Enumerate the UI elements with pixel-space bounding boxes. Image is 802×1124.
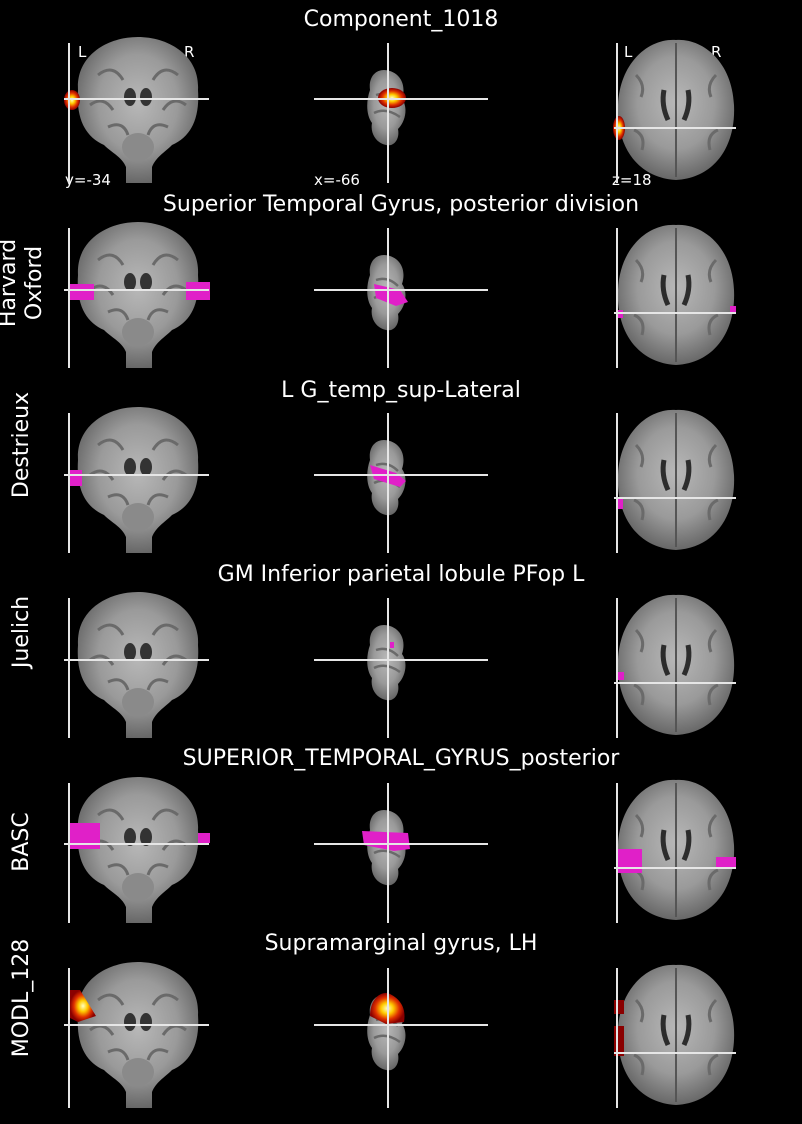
sagittal-coordinate: x=-66 [314, 171, 360, 189]
activation-overlay [616, 849, 642, 873]
activation-overlay [614, 1000, 624, 1014]
region-title-modl: Supramarginal gyrus, LH [264, 931, 538, 956]
axial-slice [617, 779, 735, 920]
coronal-slice [77, 962, 199, 1108]
activation-overlay [716, 857, 736, 867]
coronal-view [64, 407, 209, 553]
region-title-basc: SUPERIOR_TEMPORAL_GYRUS_posterior [182, 746, 620, 771]
axial-view [614, 964, 736, 1108]
atlas-label-destrieux: Destrieux [9, 391, 34, 499]
axial-view [614, 409, 736, 553]
sagittal-view [314, 413, 488, 553]
axial-coordinate: z=18 [612, 171, 652, 189]
atlas-label-juelich: Juelich [9, 595, 34, 669]
atlas-label-basc: BASC [9, 812, 34, 872]
activation-overlay [68, 284, 94, 300]
sagittal-view [314, 43, 488, 183]
activation-overlay [68, 470, 82, 486]
region-title-destrieux: L G_temp_sup-Lateral [281, 378, 521, 403]
axial-right-label: R [711, 43, 722, 61]
axial-slice [617, 409, 735, 550]
coronal-view [64, 592, 209, 738]
axial-view [614, 594, 736, 738]
activation-overlay [730, 306, 736, 312]
atlas-label-harvard-oxford: Harvard Oxford [0, 238, 47, 328]
coronal-view [64, 777, 210, 923]
coronal-slice [77, 777, 199, 923]
activation-overlay [618, 672, 624, 680]
axial-slice [617, 39, 735, 181]
coronal-view [64, 962, 209, 1108]
sagittal-view [314, 228, 488, 368]
activation-overlay [617, 497, 623, 509]
coronal-slice [77, 592, 199, 738]
activation-overlay [362, 831, 410, 851]
sagittal-view [314, 598, 488, 738]
coronal-left-label: L [78, 43, 87, 61]
sagittal-slice [367, 69, 406, 146]
region-title-harvard-oxford: Superior Temporal Gyrus, posterior divis… [162, 192, 640, 217]
sagittal-view [314, 783, 488, 923]
coronal-slice [77, 222, 199, 368]
figure-title: Component_1018 [303, 7, 499, 32]
axial-view [613, 39, 736, 183]
coronal-coordinate: y=-34 [65, 171, 111, 189]
activation-overlay [198, 833, 210, 843]
region-title-juelich: GM Inferior parietal lobule PFop L [217, 562, 585, 587]
sagittal-view [314, 968, 488, 1108]
axial-left-label: L [624, 43, 633, 61]
axial-slice [617, 224, 735, 365]
axial-slice [617, 964, 735, 1105]
coronal-view [64, 37, 209, 183]
sagittal-slice [367, 624, 406, 701]
activation-overlay [390, 642, 394, 648]
coronal-right-label: R [184, 43, 195, 61]
activation-overlay [70, 990, 96, 1022]
activation-overlay [614, 1026, 624, 1056]
axial-view [614, 779, 736, 923]
activation-overlay [70, 823, 100, 849]
axial-slice [617, 594, 735, 735]
coronal-view [64, 222, 210, 368]
atlas-label-modl: MODL_128 [9, 938, 34, 1058]
coronal-slice [77, 407, 199, 553]
coronal-slice [77, 37, 199, 183]
axial-view [614, 224, 736, 368]
